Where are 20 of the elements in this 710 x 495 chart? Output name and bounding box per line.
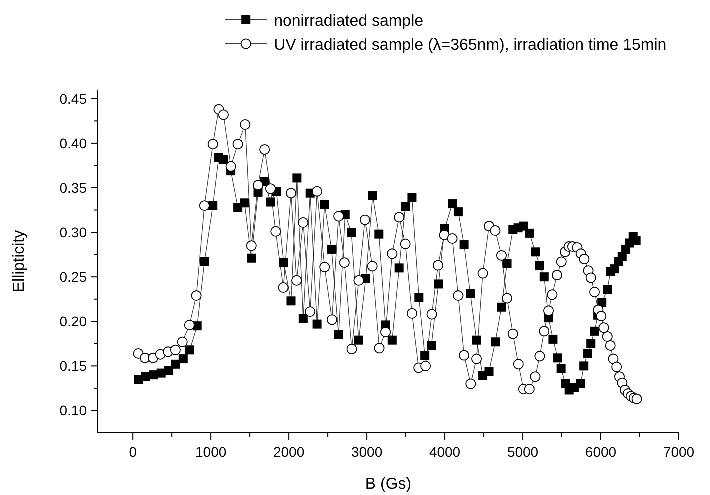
y-axis-title: Ellipticity xyxy=(11,230,28,293)
x-tick-label: 7000 xyxy=(663,444,695,460)
y-tick-label: 0.45 xyxy=(60,90,88,107)
legend-label: nonirradiated sample xyxy=(274,13,424,30)
x-tick-label: 6000 xyxy=(585,444,617,460)
x-tick-label: 0 xyxy=(129,444,138,460)
y-tick-label: 0.15 xyxy=(60,358,88,374)
y-tick-label: 0.10 xyxy=(60,402,88,419)
x-tick-label: 4000 xyxy=(429,444,461,460)
x-tick-label: 3000 xyxy=(351,444,383,460)
y-tick-label: 0.35 xyxy=(60,180,88,196)
y-tick-label: 0.30 xyxy=(60,224,88,241)
y-tick-label: 0.40 xyxy=(60,135,88,152)
x-tick-label: 5000 xyxy=(507,444,539,460)
x-tick-label: 2000 xyxy=(273,444,305,460)
y-tick-label: 0.25 xyxy=(60,269,88,286)
x-tick-label: 1000 xyxy=(196,444,227,460)
legend-label: UV irradiated sample (λ=365nm), irradiation time 15min xyxy=(274,37,667,54)
x-axis-title: B (Gs) xyxy=(365,476,412,493)
y-tick-label: 0.20 xyxy=(60,314,88,330)
